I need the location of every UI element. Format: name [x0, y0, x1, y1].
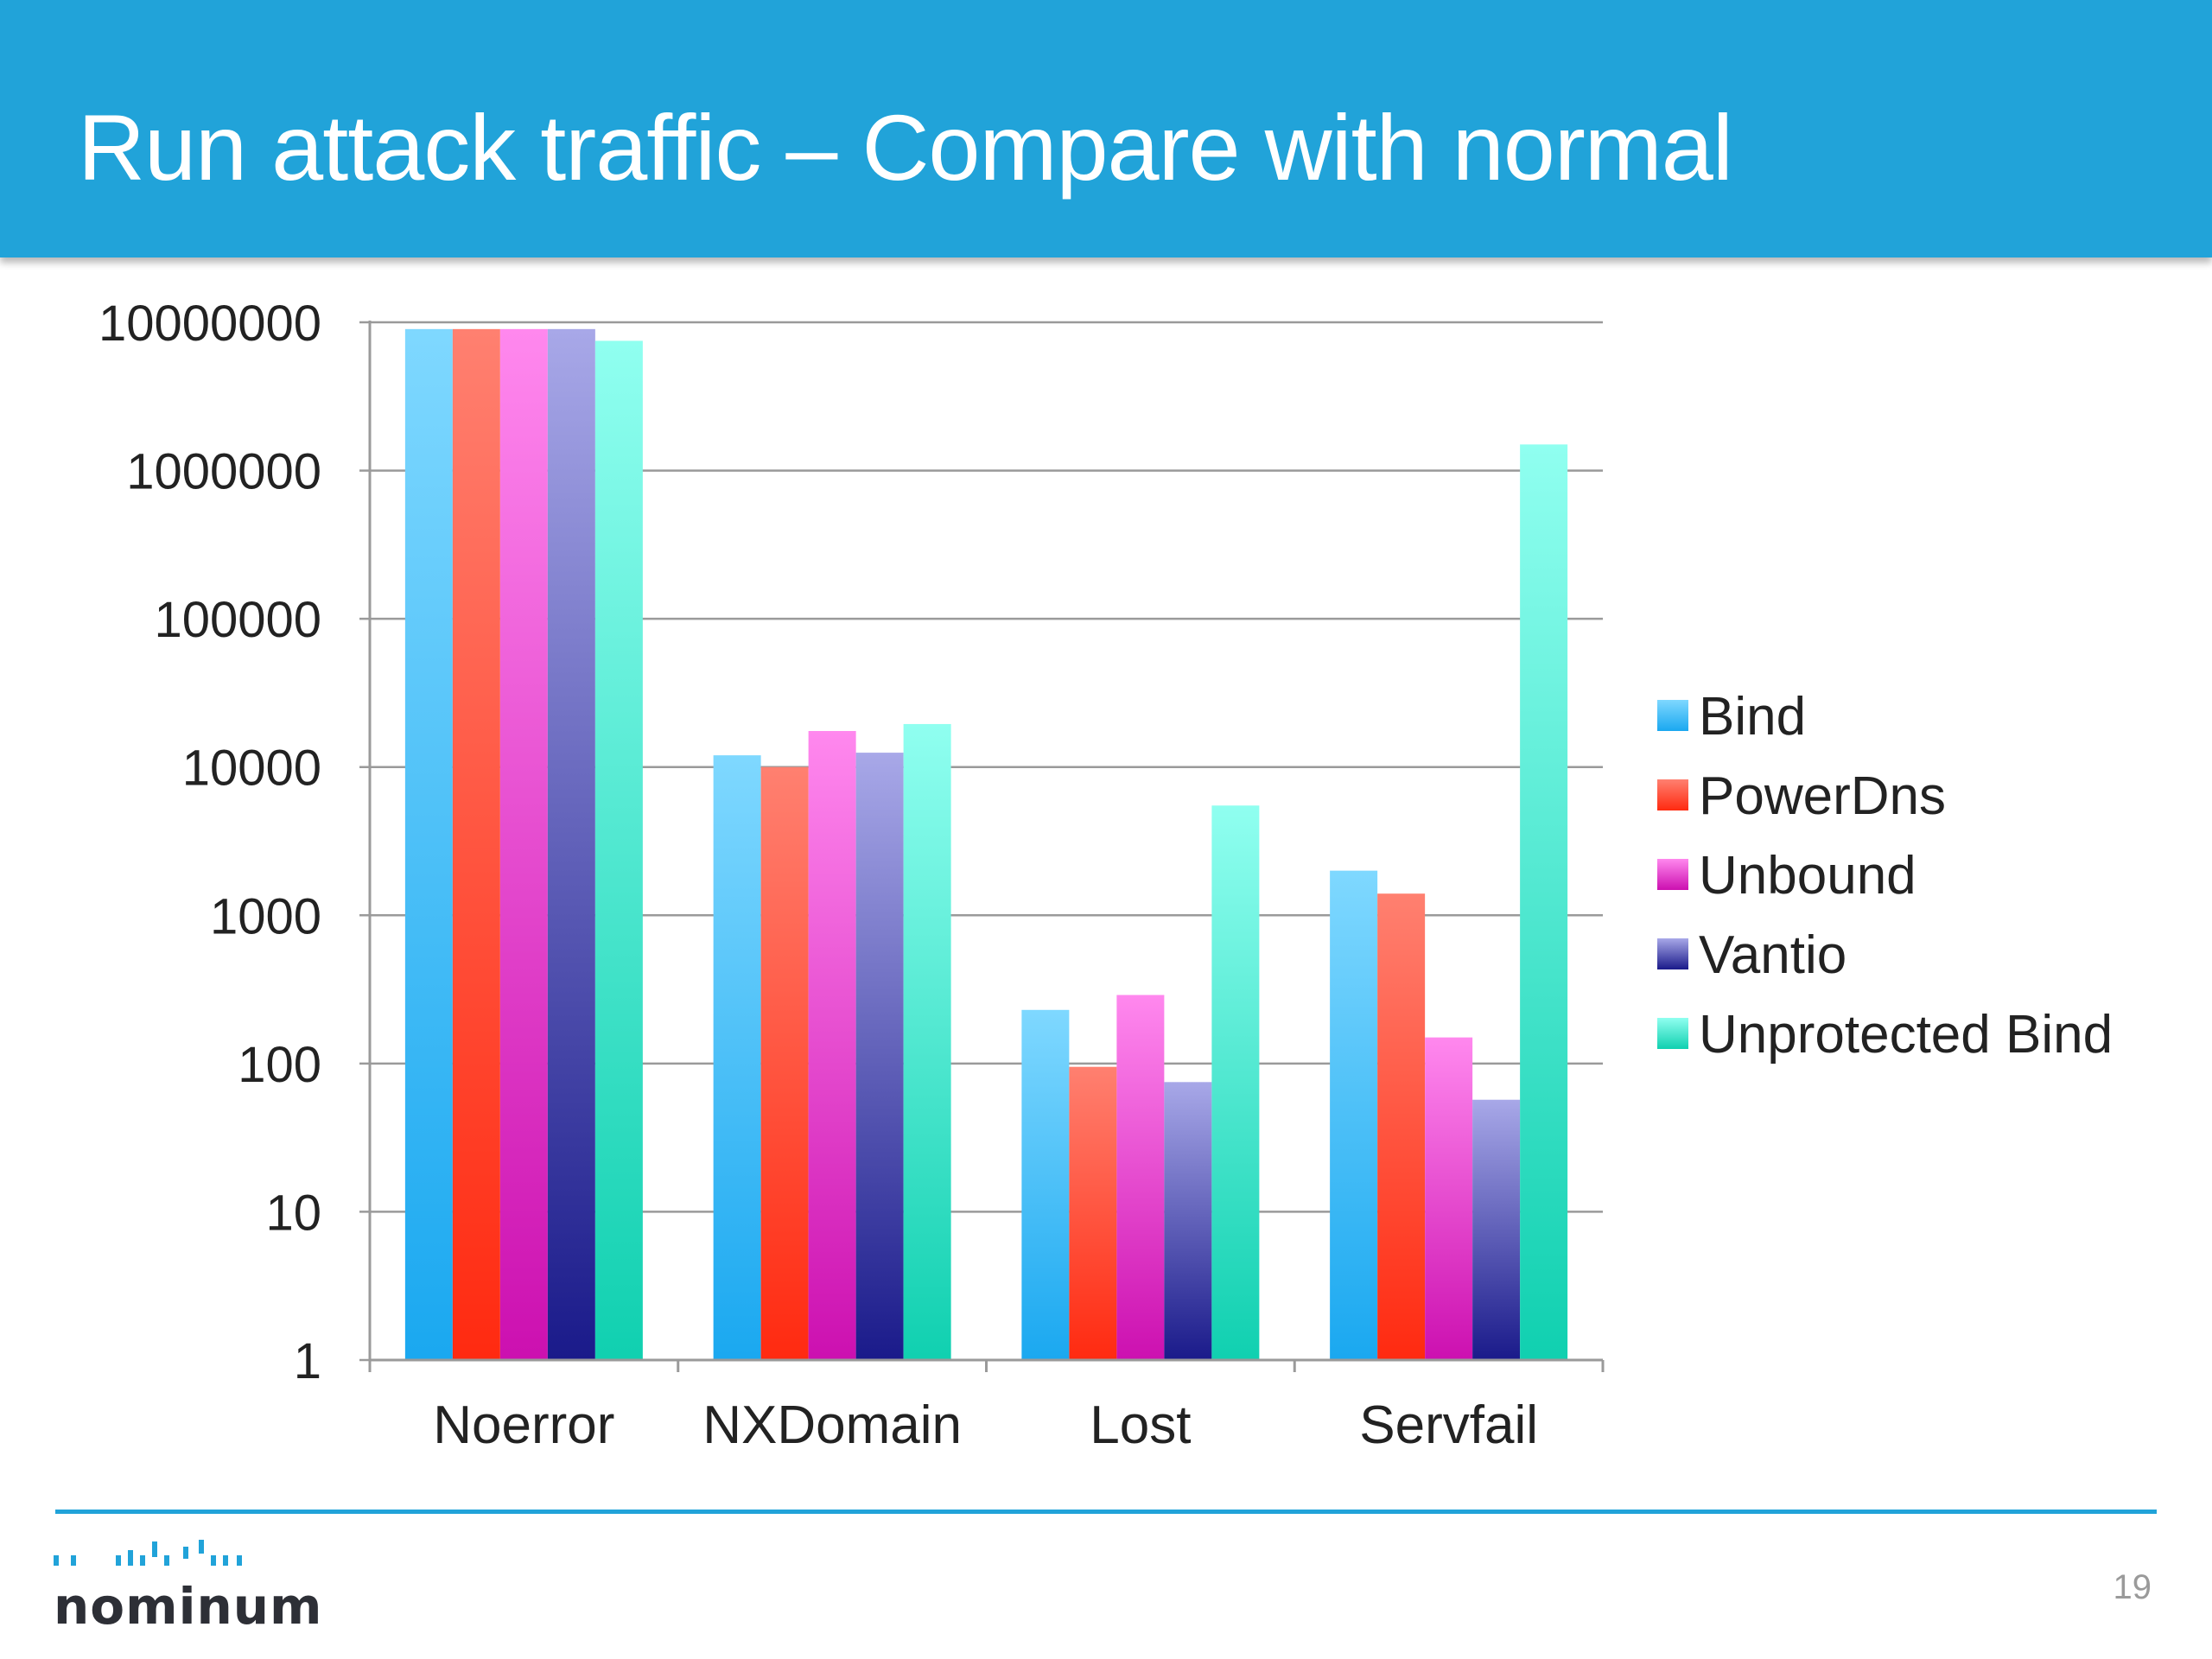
slide-header: Run attack traffic – Compare with normal	[0, 0, 2212, 257]
footer-divider	[55, 1510, 2157, 1514]
legend-label-vantio: Vantio	[1699, 925, 1847, 985]
bar-noerror-unprotected-bind	[594, 340, 643, 1360]
y-tick-label: 10	[265, 1185, 321, 1241]
logo-signal-icon	[54, 1540, 242, 1566]
bar-noerror-vantio	[547, 328, 595, 1360]
y-tick-label: 1	[294, 1333, 321, 1389]
x-tick-label: NXDomain	[702, 1395, 962, 1455]
x-tick-label: Servfail	[1359, 1395, 1538, 1455]
chart-bars	[404, 328, 1568, 1361]
legend-label-unprotected-bind: Unprotected Bind	[1699, 1005, 2113, 1065]
y-tick-label: 1000000	[126, 444, 321, 500]
bar-lost-unprotected-bind	[1211, 805, 1260, 1360]
bar-noerror-bind	[404, 328, 453, 1360]
bar-nxdomain-vantio	[855, 753, 904, 1360]
legend-label-bind: Bind	[1699, 687, 1806, 747]
chart-axes: 1 10 100 1000 10000 100000 1000000 10000000 Noer…	[99, 296, 1605, 1455]
legend-label-powerdns: PowerDns	[1699, 766, 1946, 826]
bar-lost-vantio	[1164, 1082, 1212, 1360]
bar-nxdomain-unprotected-bind	[903, 723, 951, 1360]
bar-lost-unbound	[1116, 995, 1165, 1360]
legend-swatch-vantio	[1657, 938, 1688, 969]
page-number: 19	[2113, 1568, 2152, 1606]
y-tick-label: 1000	[210, 888, 321, 944]
legend-swatch-unprotected-bind	[1657, 1018, 1688, 1049]
x-tick-label: Lost	[1090, 1395, 1191, 1455]
bar-servfail-bind	[1330, 870, 1378, 1360]
bar-lost-powerdns	[1069, 1066, 1117, 1360]
legend-label-unbound: Unbound	[1699, 846, 1916, 906]
bar-lost-bind	[1021, 1009, 1070, 1360]
nominum-logo: nominum	[54, 1538, 321, 1636]
legend-swatch-powerdns	[1657, 779, 1688, 810]
bar-noerror-unbound	[499, 328, 548, 1360]
bar-servfail-unbound	[1425, 1037, 1473, 1360]
bar-nxdomain-powerdns	[760, 766, 809, 1360]
bar-servfail-vantio	[1472, 1099, 1521, 1360]
slide-title: Run attack traffic – Compare with normal	[78, 95, 1733, 200]
legend-swatch-bind	[1657, 700, 1688, 731]
y-tick-label: 10000	[182, 741, 321, 797]
x-tick-label: Noerror	[433, 1395, 614, 1455]
bar-noerror-powerdns	[452, 328, 500, 1360]
bar-servfail-unprotected-bind	[1520, 444, 1568, 1361]
logo-text: nominum	[54, 1577, 323, 1636]
y-tick-label: 10000000	[99, 296, 321, 352]
chart-legend: Bind PowerDns Unbound Vantio Unprotected Bin…	[1657, 687, 2113, 1065]
y-tick-label: 100	[238, 1037, 321, 1093]
chart: 1 10 100 1000 10000 100000 1000000 10000000 Noer…	[99, 296, 2113, 1455]
bar-servfail-powerdns	[1377, 893, 1426, 1360]
bar-nxdomain-bind	[713, 755, 761, 1360]
legend-swatch-unbound	[1657, 859, 1688, 890]
bar-nxdomain-unbound	[808, 731, 856, 1360]
y-tick-label: 100000	[154, 592, 321, 648]
